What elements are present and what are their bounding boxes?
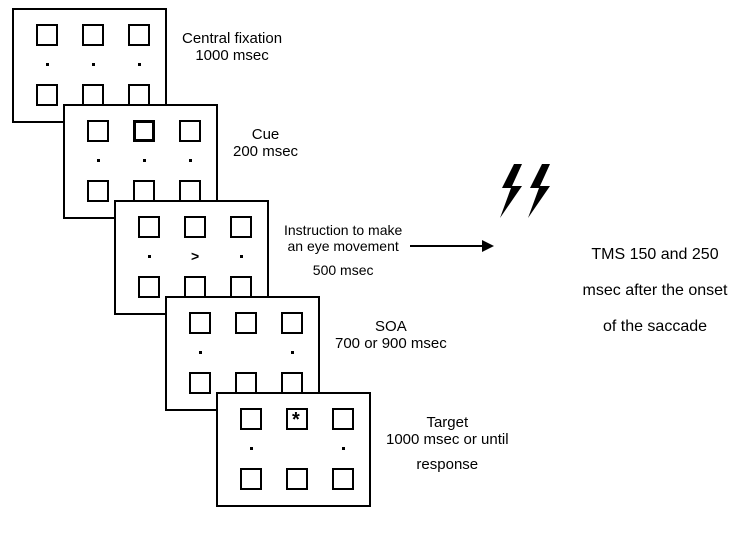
stimulus-square (138, 216, 160, 238)
stimulus-square (128, 24, 150, 46)
stimulus-square (184, 276, 206, 298)
stimulus-square (179, 120, 201, 142)
stimulus-square (235, 312, 257, 334)
fixation-dot (342, 447, 345, 450)
fixation-dot (46, 63, 49, 66)
stimulus-square (179, 180, 201, 202)
stimulus-square (332, 408, 354, 430)
label-line: 200 msec (233, 143, 298, 160)
label-line: SOA (335, 318, 447, 335)
stimulus-square (184, 216, 206, 238)
stimulus-square (82, 24, 104, 46)
label-line: Cue (233, 126, 298, 143)
arrow-to-tms (410, 245, 482, 247)
stimulus-square (230, 276, 252, 298)
label-line: Central fixation (182, 30, 282, 47)
tms-line1: TMS 150 and 250 (570, 246, 740, 264)
label-line: 500 msec (284, 262, 402, 278)
tms-caption: TMS 150 and 250 msec after the onset of … (570, 228, 740, 354)
panel-label-cue: Cue200 msec (233, 126, 298, 160)
stimulus-square (128, 84, 150, 106)
stimulus-square (235, 372, 257, 394)
label-line: 700 or 900 msec (335, 335, 447, 352)
fixation-dot (97, 159, 100, 162)
stimulus-square (133, 180, 155, 202)
stimulus-square (281, 372, 303, 394)
stimulus-square (281, 312, 303, 334)
label-line: Target (386, 414, 509, 431)
panel-label-instruction: Instruction to makean eye movement 500 ms… (284, 222, 402, 278)
saccade-arrow-icon: > (191, 248, 199, 264)
center-fixation-dot (143, 159, 146, 162)
label-line: Instruction to make (284, 222, 402, 238)
fixation-dot (291, 351, 294, 354)
fixation-dot (138, 63, 141, 66)
tms-line2: msec after the onset (570, 282, 740, 300)
stimulus-square (240, 468, 262, 490)
stimulus-square (36, 24, 58, 46)
stimulus-square (189, 312, 211, 334)
tms-line3: of the saccade (570, 318, 740, 336)
stimulus-square (240, 408, 262, 430)
tms-bolt-icon (528, 164, 552, 218)
stimulus-square (138, 276, 160, 298)
stimulus-square (36, 84, 58, 106)
label-line: an eye movement (284, 238, 402, 254)
fixation-dot (199, 351, 202, 354)
panel-label-target: Target1000 msec or until response (386, 414, 509, 473)
cue-square (133, 120, 155, 142)
tms-bolt-icon (500, 164, 524, 218)
stimulus-square (189, 372, 211, 394)
panel-label-soa: SOA700 or 900 msec (335, 318, 447, 352)
target-asterisk: * (292, 409, 300, 432)
stimulus-square (332, 468, 354, 490)
stimulus-square (87, 180, 109, 202)
stimulus-square (286, 468, 308, 490)
label-line: response (386, 456, 509, 473)
label-line: 1000 msec (182, 47, 282, 64)
label-line: 1000 msec or until (386, 431, 509, 448)
fixation-dot (148, 255, 151, 258)
stimulus-square (82, 84, 104, 106)
panel-target: * (216, 392, 371, 507)
stimulus-square (87, 120, 109, 142)
arrow-head (482, 240, 494, 252)
fixation-dot (189, 159, 192, 162)
fixation-dot (250, 447, 253, 450)
stimulus-square (230, 216, 252, 238)
panel-label-fixation: Central fixation1000 msec (182, 30, 282, 64)
center-fixation-dot (92, 63, 95, 66)
fixation-dot (240, 255, 243, 258)
